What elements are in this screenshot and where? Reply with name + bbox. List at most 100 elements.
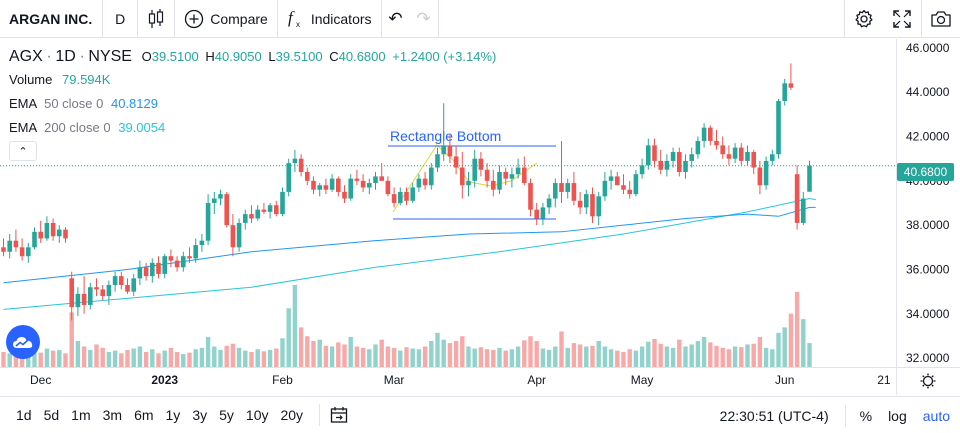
candle-body — [218, 194, 223, 199]
ema50-legend[interactable]: EMA 50 close 0 40.8129 — [9, 96, 158, 111]
volume-bar — [373, 344, 378, 367]
range-10y[interactable]: 10y — [245, 407, 269, 423]
ema200-line[interactable] — [3, 198, 816, 310]
candle-body — [565, 183, 570, 192]
go-to-date-button[interactable] — [330, 406, 348, 424]
time-tick-label: Apr — [527, 373, 546, 387]
compare-button[interactable]: Compare — [175, 0, 277, 38]
candle-body — [373, 176, 378, 184]
drawing-zigzag-line[interactable] — [392, 144, 538, 213]
ema50-label: EMA — [9, 96, 37, 111]
price-tick-label: 44.0000 — [906, 85, 950, 99]
low-label: L — [268, 49, 276, 64]
candle-body — [596, 196, 601, 217]
volume-bar — [69, 312, 74, 367]
ema50-params: 50 close 0 — [44, 96, 104, 111]
redo-button[interactable]: ↷ — [410, 0, 438, 38]
volume-bar — [627, 349, 632, 367]
candle-body — [491, 180, 496, 190]
range-3m[interactable]: 3m — [102, 407, 123, 423]
last-price-tag: 40.6800 — [897, 163, 954, 181]
candle-body — [261, 209, 267, 212]
candle-body — [19, 247, 25, 257]
ema200-legend[interactable]: EMA 200 close 0 39.0054 — [9, 120, 165, 135]
candle-body — [540, 207, 546, 219]
volume-bar — [32, 349, 37, 367]
range-5y[interactable]: 5y — [219, 407, 234, 423]
drawings[interactable]: Rectangle Bottom — [388, 128, 556, 220]
chart-type-button[interactable] — [138, 0, 174, 38]
ema50-line[interactable] — [3, 206, 816, 284]
volume-bar — [491, 349, 496, 367]
tradingview-logo[interactable] — [6, 325, 40, 359]
legend-ticker[interactable]: AGX — [9, 48, 43, 65]
candle-body — [267, 205, 273, 212]
volume-bar — [596, 341, 601, 367]
volume-bar — [503, 350, 508, 367]
ema50-value: 40.8129 — [110, 96, 158, 111]
candle-body — [100, 289, 105, 297]
candle-body — [348, 178, 353, 199]
time-axis[interactable]: Dec 2023 Feb Mar Apr May Jun 21 — [30, 373, 891, 387]
range-6m[interactable]: 6m — [134, 407, 154, 423]
volume-bar — [608, 349, 614, 367]
volume-bar — [150, 349, 155, 367]
range-3y[interactable]: 3y — [192, 407, 208, 423]
axis-settings-button[interactable] — [920, 373, 936, 389]
volume-legend[interactable]: Volume 79.594K — [9, 72, 110, 87]
volume-bar — [497, 347, 502, 367]
candle-body — [695, 140, 701, 155]
time-tick-label: 21 — [877, 373, 891, 387]
volume-bar — [441, 339, 446, 367]
range-1d[interactable]: 1d — [16, 407, 32, 423]
legend-dot: · — [79, 48, 85, 65]
candle-body — [94, 287, 99, 290]
undo-button[interactable]: ↶ — [382, 0, 410, 38]
candle-body — [410, 187, 415, 201]
volume-bar — [801, 319, 806, 367]
candle-body — [739, 147, 744, 161]
volume-bar — [100, 347, 105, 367]
candle-body — [559, 183, 564, 192]
snapshot-button[interactable] — [922, 0, 960, 38]
toolbar-divider — [844, 404, 846, 427]
candle-body — [119, 276, 124, 285]
price-chart[interactable]: Rectangle Bottom 46.000044.000042.000040… — [0, 39, 960, 395]
candle-body — [534, 209, 539, 219]
price-axis[interactable]: 46.000044.000042.000040.000038.000036.00… — [906, 41, 950, 365]
volume-bar — [181, 354, 186, 367]
candle-body — [720, 145, 725, 155]
volume-bar — [336, 342, 341, 367]
volume-bar — [44, 348, 50, 367]
price-tick-label: 38.0000 — [906, 218, 950, 232]
volume-bar — [187, 352, 192, 367]
volume-bar — [88, 349, 93, 367]
candle-body — [522, 167, 527, 184]
range-1y[interactable]: 1y — [165, 407, 181, 423]
candle-body — [615, 176, 620, 186]
symbol-search[interactable]: ARGAN INC. — [9, 10, 93, 27]
interval-button[interactable]: D — [115, 10, 126, 27]
candle-body — [577, 200, 583, 208]
candle-body — [379, 176, 384, 181]
high-label: H — [205, 49, 215, 64]
volume-bar — [571, 343, 577, 367]
candle-body — [249, 214, 254, 219]
auto-scale-button[interactable]: auto — [922, 407, 950, 424]
candle-body — [633, 174, 639, 195]
indicators-button[interactable]: f x Indicators — [278, 0, 381, 38]
volume-bar — [739, 347, 744, 367]
bottom-toolbar: 1d 5d 1m 3m 6m 1y 3y 5y 10y 20y 22:30:51 (UTC-4) … — [0, 396, 960, 433]
fullscreen-button[interactable] — [883, 0, 921, 38]
toolbar-divider — [102, 0, 104, 38]
range-20y[interactable]: 20y — [280, 407, 304, 423]
settings-button[interactable] — [845, 0, 883, 38]
range-1m[interactable]: 1m — [71, 407, 91, 423]
candle-body — [484, 169, 490, 181]
clock-timezone[interactable]: 22:30:51 (UTC-4) — [719, 407, 829, 424]
log-scale-button[interactable]: log — [888, 407, 907, 424]
collapse-legend-button[interactable]: ⌃ — [9, 141, 37, 161]
range-5d[interactable]: 5d — [43, 407, 60, 423]
percent-scale-button[interactable]: % — [859, 407, 873, 424]
rectangle-bottom-label[interactable]: Rectangle Bottom — [390, 128, 501, 144]
